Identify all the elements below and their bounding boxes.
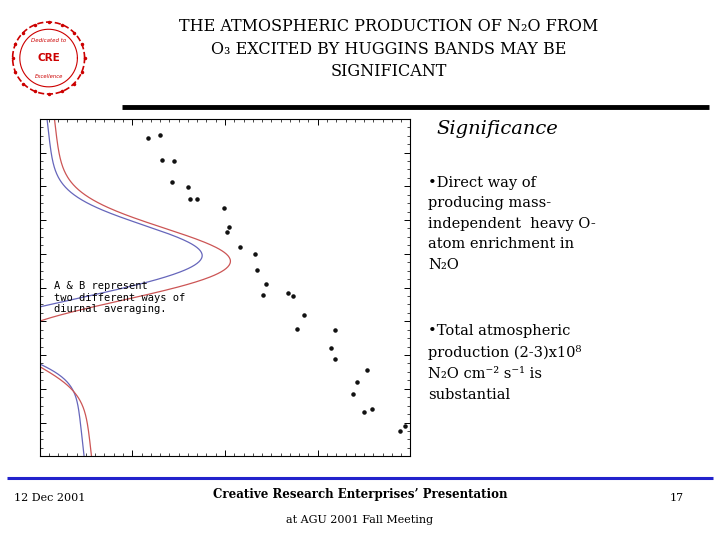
Point [218, 204, 230, 212]
Text: Significance: Significance [437, 120, 559, 138]
Text: •Total atmospheric
production (2-3)x10⁸
N₂O cm⁻² s⁻¹ is
substantial: •Total atmospheric production (2-3)x10⁸ … [428, 324, 582, 402]
Point [325, 343, 337, 352]
Point [287, 292, 299, 300]
Point [251, 266, 263, 274]
Point [182, 183, 194, 191]
Point [258, 291, 269, 299]
Point [168, 157, 180, 165]
Point [166, 178, 178, 186]
Point [330, 355, 341, 363]
Text: Creative Research Enterprises’ Presentation: Creative Research Enterprises’ Presentat… [212, 488, 508, 501]
Text: Excellence: Excellence [35, 73, 63, 78]
Text: THE ATMOSPHERIC PRODUCTION OF N₂O FROM
O₃ EXCITED BY HUGGINS BANDS MAY BE
SIGNIF: THE ATMOSPHERIC PRODUCTION OF N₂O FROM O… [179, 18, 598, 80]
Point [395, 427, 406, 436]
Point [361, 365, 373, 374]
Text: Dedicated to: Dedicated to [31, 38, 66, 43]
Point [249, 250, 261, 259]
Point [221, 228, 233, 237]
Point [234, 242, 246, 251]
Point [351, 378, 363, 387]
Text: CRE: CRE [37, 53, 60, 63]
Point [399, 421, 410, 430]
Text: •Direct way of
producing mass-
independent  heavy O-
atom enrichment in
N₂O: •Direct way of producing mass- independe… [428, 176, 596, 272]
Text: A & B represent
two different ways of
diurnal averaging.: A & B represent two different ways of di… [55, 281, 186, 314]
Point [192, 195, 203, 204]
Point [298, 310, 310, 319]
Point [143, 134, 154, 143]
Point [291, 325, 302, 334]
Point [282, 288, 294, 297]
Point [154, 131, 166, 140]
Point [330, 326, 341, 334]
Point [184, 194, 195, 203]
Point [260, 280, 271, 288]
Text: 12 Dec 2001: 12 Dec 2001 [14, 492, 86, 503]
Point [348, 389, 359, 398]
Text: at AGU 2001 Fall Meeting: at AGU 2001 Fall Meeting [287, 515, 433, 524]
Point [359, 408, 370, 416]
Point [156, 156, 168, 164]
Text: 17: 17 [670, 492, 684, 503]
Point [223, 222, 235, 231]
Point [366, 405, 378, 414]
